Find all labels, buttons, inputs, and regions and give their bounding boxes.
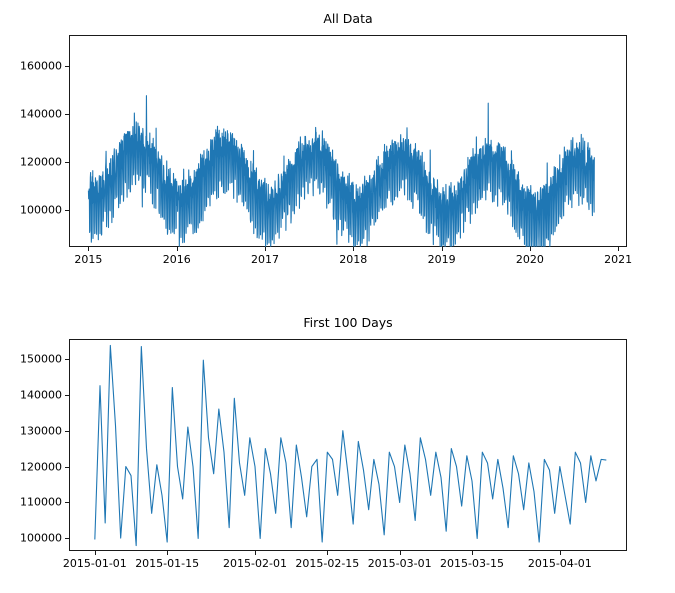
x-tick-label: 2015 bbox=[74, 253, 103, 266]
x-tick-label: 2015-01-01 bbox=[62, 557, 127, 570]
y-tick-mark bbox=[65, 114, 69, 116]
x-tick-mark bbox=[353, 247, 355, 251]
chart-first-100-days: First 100 Days 100000 110000 120000 130000 1… bbox=[20, 316, 627, 570]
y-tick-label: 130000 bbox=[20, 424, 62, 438]
y-tick-mark bbox=[65, 161, 69, 163]
x-tick-mark bbox=[94, 551, 96, 555]
x-tick-label: 2018 bbox=[339, 253, 368, 266]
x-tick-label: 2015-04-01 bbox=[527, 557, 592, 570]
x-tick-label: 2019 bbox=[427, 253, 456, 266]
plot-frame-first-100-days bbox=[69, 339, 627, 551]
x-tick-mark bbox=[472, 551, 473, 555]
x-tick-label: 2015-01-15 bbox=[135, 557, 200, 570]
y-tick-mark bbox=[65, 538, 69, 540]
chart-title-all-data: All Data bbox=[323, 11, 373, 26]
x-tick-mark bbox=[167, 551, 169, 555]
x-tick-label: 2015-03-15 bbox=[440, 557, 504, 570]
y-tick-mark bbox=[65, 209, 69, 211]
y-tick-mark bbox=[65, 466, 69, 468]
y-tick-label: 120000 bbox=[20, 460, 62, 474]
chart-title-first-100-days: First 100 Days bbox=[303, 315, 393, 330]
y-tick-label: 100000 bbox=[20, 203, 62, 217]
plot-line-first-100-days bbox=[69, 339, 627, 551]
x-tick-mark bbox=[327, 551, 329, 555]
y-tick-label: 150000 bbox=[20, 352, 62, 366]
x-tick-mark bbox=[255, 551, 256, 555]
ticks-first-100-days: 100000 110000 120000 130000 140000 150000 2015… bbox=[20, 339, 627, 569]
x-tick-mark bbox=[88, 247, 90, 251]
y-tick-label: 160000 bbox=[20, 59, 62, 73]
x-tick-mark bbox=[529, 247, 531, 251]
x-tick-mark bbox=[559, 551, 561, 555]
y-tick-label: 140000 bbox=[20, 107, 62, 121]
y-tick-label: 140000 bbox=[20, 388, 62, 402]
chart-all-data: All Data 100000 120000 140000 160000 2015 201… bbox=[20, 12, 632, 266]
x-tick-label: 2015-02-01 bbox=[223, 557, 287, 570]
x-tick-mark bbox=[176, 247, 178, 251]
y-tick-mark bbox=[65, 430, 69, 432]
plot-line-all-data bbox=[69, 35, 627, 247]
x-tick-mark bbox=[618, 247, 620, 251]
y-tick-mark bbox=[65, 358, 69, 360]
x-tick-mark bbox=[441, 247, 443, 251]
x-tick-label: 2015-03-01 bbox=[367, 557, 432, 570]
y-tick-label: 100000 bbox=[20, 531, 62, 545]
x-tick-mark bbox=[399, 551, 401, 555]
x-tick-label: 2020 bbox=[515, 253, 544, 266]
x-tick-label: 2016 bbox=[162, 253, 191, 266]
x-tick-mark bbox=[265, 247, 266, 251]
ticks-all-data: 100000 120000 140000 160000 2015 2016 2017 2018… bbox=[20, 35, 632, 266]
y-tick-label: 110000 bbox=[20, 495, 62, 509]
y-tick-mark bbox=[65, 502, 69, 504]
x-tick-label: 2021 bbox=[604, 253, 633, 266]
y-tick-label: 120000 bbox=[20, 155, 62, 169]
y-tick-mark bbox=[65, 66, 69, 68]
x-tick-label: 2015-02-15 bbox=[295, 557, 360, 570]
y-tick-mark bbox=[65, 394, 69, 396]
x-tick-label: 2017 bbox=[251, 253, 279, 266]
